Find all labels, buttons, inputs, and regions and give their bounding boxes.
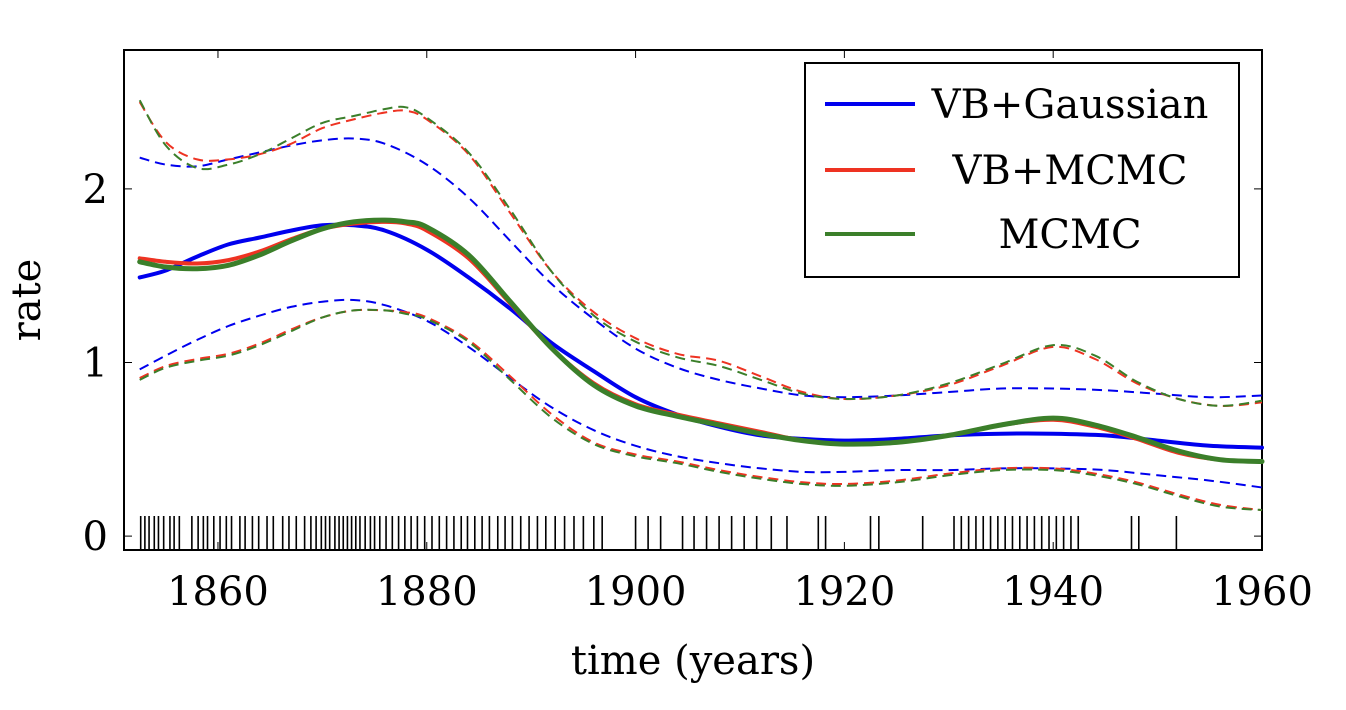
y-tick-label: 1 bbox=[83, 341, 108, 387]
series-lines bbox=[137, 99, 1265, 512]
x-tick-label: 1920 bbox=[793, 569, 895, 615]
legend-label-vb-gaussian: VB+Gaussian bbox=[931, 82, 1209, 128]
series-line-vb-mcmc-upper bbox=[138, 101, 1263, 407]
x-tick-label: 1940 bbox=[1002, 569, 1104, 615]
event-rug bbox=[139, 516, 1178, 550]
x-tick-label: 1900 bbox=[585, 569, 687, 615]
series-line-vb-gaussian-upper bbox=[139, 137, 1263, 399]
y-tick-label: 2 bbox=[83, 167, 108, 213]
legend-label-mcmc: MCMC bbox=[998, 212, 1141, 258]
series-line-mcmc-upper bbox=[138, 99, 1263, 407]
axis-ticks: 1860 1880 1900 1920 1940 1960 0 1 2 bbox=[83, 50, 1313, 615]
plot-frame bbox=[123, 49, 1263, 551]
y-tick-label: 0 bbox=[83, 514, 108, 560]
series-line-mcmc bbox=[137, 217, 1265, 464]
x-axis-label: time (years) bbox=[571, 638, 815, 684]
legend-label-vb-mcmc: VB+MCMC bbox=[952, 148, 1188, 194]
series-line-vb-gaussian-lower bbox=[139, 298, 1263, 489]
y-axis-label: rate bbox=[4, 259, 50, 342]
legend: VB+Gaussian VB+MCMC MCMC bbox=[804, 62, 1240, 278]
series-line-mcmc-lower bbox=[139, 308, 1263, 512]
series-line-vb-mcmc-lower bbox=[139, 308, 1263, 512]
x-tick-label: 1860 bbox=[167, 569, 269, 615]
series-line-vb-gaussian bbox=[137, 222, 1264, 450]
x-tick-label: 1880 bbox=[376, 569, 478, 615]
x-tick-label: 1960 bbox=[1211, 569, 1313, 615]
